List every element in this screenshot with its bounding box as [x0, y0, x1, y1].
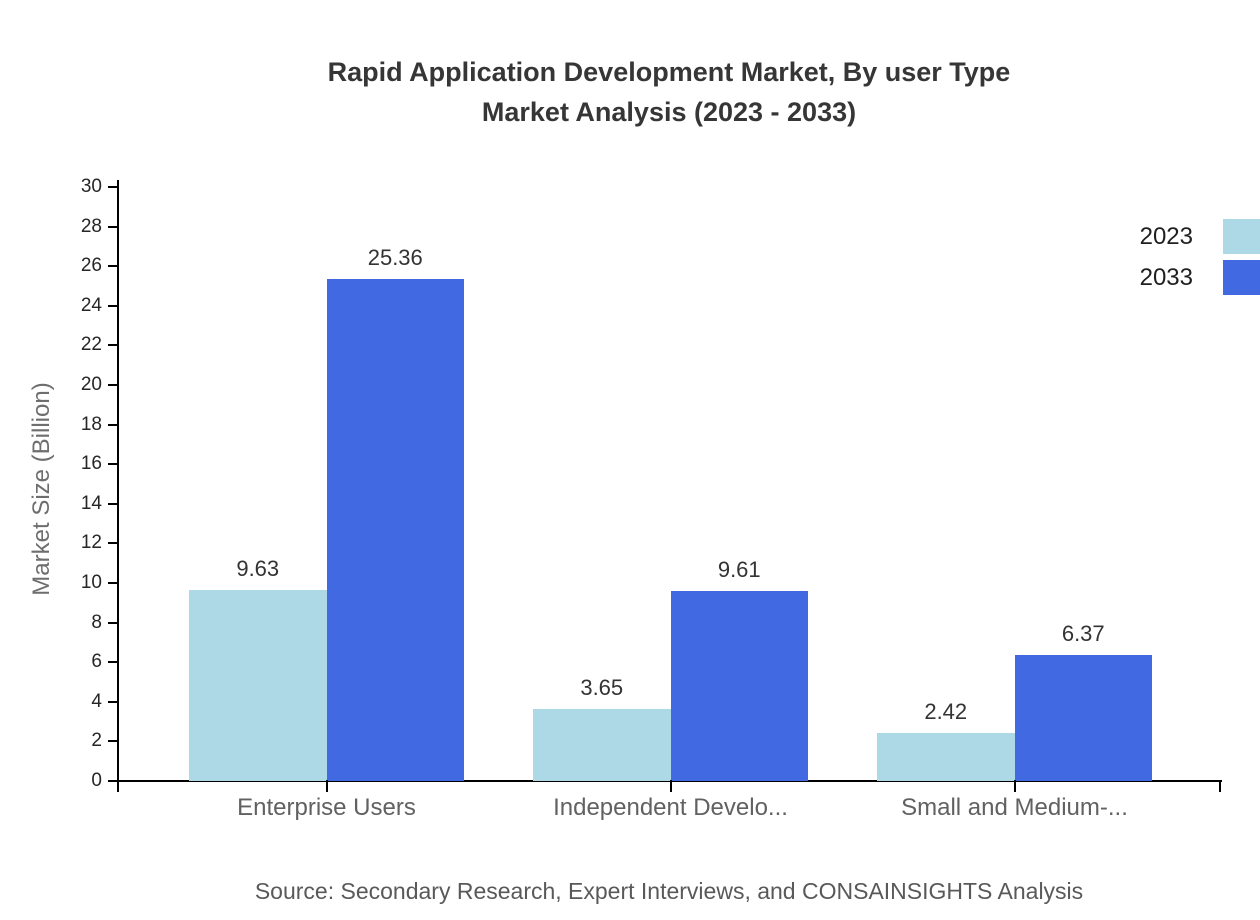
y-axis-tick-label: 28: [80, 215, 102, 237]
y-axis-tick: [108, 582, 118, 584]
bar-value-label: 6.37: [1061, 620, 1105, 646]
y-axis-tick-label: 16: [80, 453, 102, 475]
y-axis-line: [117, 180, 119, 792]
x-axis-tick: [669, 780, 672, 792]
legend-swatch: [1223, 219, 1260, 254]
source-note: Source: Secondary Research, Expert Inter…: [254, 878, 1084, 904]
bar-2023-independent-develo[interactable]: [533, 708, 671, 781]
y-axis-tick: [108, 186, 118, 188]
y-axis-tick: [108, 304, 118, 307]
y-axis-tick: [108, 463, 118, 466]
bar-2033-small-and-medium[interactable]: [1014, 654, 1152, 781]
y-axis-tick-label: 12: [80, 532, 102, 554]
bar-value-label: 2.42: [924, 699, 968, 725]
bar-value-label: 3.65: [580, 674, 624, 700]
legend-swatch: [1223, 260, 1260, 295]
y-axis-tick-label: 14: [80, 492, 102, 514]
x-axis-tick: [1013, 780, 1016, 792]
y-axis-tick: [108, 780, 118, 782]
x-axis-line: [110, 780, 1222, 782]
y-axis-tick-label: 26: [80, 255, 102, 277]
y-axis-tick-label: 2: [91, 730, 102, 752]
y-axis-tick-label: 18: [80, 413, 102, 435]
bar-2023-small-and-medium[interactable]: [877, 733, 1015, 781]
y-axis-tick: [108, 700, 118, 703]
y-axis-tick: [108, 423, 118, 426]
y-axis-tick-label: 0: [91, 770, 102, 791]
y-axis-tick: [108, 344, 118, 347]
legend-item-2023[interactable]: 2023: [1140, 219, 1260, 254]
y-axis-tick: [108, 225, 118, 228]
y-axis-tick-label: 30: [80, 176, 102, 197]
y-axis-tick-label: 22: [80, 334, 102, 356]
x-axis-end-tick: [1219, 780, 1221, 792]
y-axis-tick-label: 8: [91, 611, 102, 633]
legend-label: 2023: [1139, 222, 1193, 250]
chart-title: Rapid Application Development Market, By…: [327, 57, 1011, 87]
y-axis-tick: [108, 384, 118, 386]
y-axis-tick-label: 6: [91, 651, 102, 673]
x-axis-category-label: Small and Medium-...: [901, 794, 1128, 821]
chart-subtitle: Market Analysis (2023 - 2033): [481, 97, 857, 127]
x-axis-category-label: Independent Develo...: [553, 794, 788, 821]
y-axis-tick-label: 4: [91, 690, 102, 712]
bar-2023-enterprise-users[interactable]: [189, 590, 327, 781]
y-axis-tick: [108, 265, 118, 268]
y-axis-tick: [108, 661, 118, 664]
bar-2033-enterprise-users[interactable]: [326, 278, 464, 781]
bar-2033-independent-develo[interactable]: [670, 590, 808, 781]
y-axis-tick: [108, 502, 118, 505]
x-axis-tick: [325, 780, 328, 792]
chart-title-block: Rapid Application Development Market, By…: [78, 52, 1260, 132]
bar-value-label: 25.36: [367, 244, 423, 270]
x-axis-category-label: Enterprise Users: [237, 794, 416, 821]
legend: 2023 2033: [1140, 219, 1260, 301]
bar-value-label: 9.63: [236, 556, 280, 582]
y-axis-tick: [108, 542, 118, 545]
y-axis-tick: [108, 740, 118, 743]
y-axis-tick-label: 24: [80, 294, 102, 316]
legend-item-2033[interactable]: 2033: [1140, 260, 1260, 295]
bar-value-label: 9.61: [717, 556, 761, 582]
legend-label: 2033: [1139, 263, 1193, 291]
y-axis-tick-label: 10: [80, 572, 102, 593]
y-axis-tick-label: 20: [80, 374, 102, 395]
y-axis-tick: [108, 621, 118, 624]
